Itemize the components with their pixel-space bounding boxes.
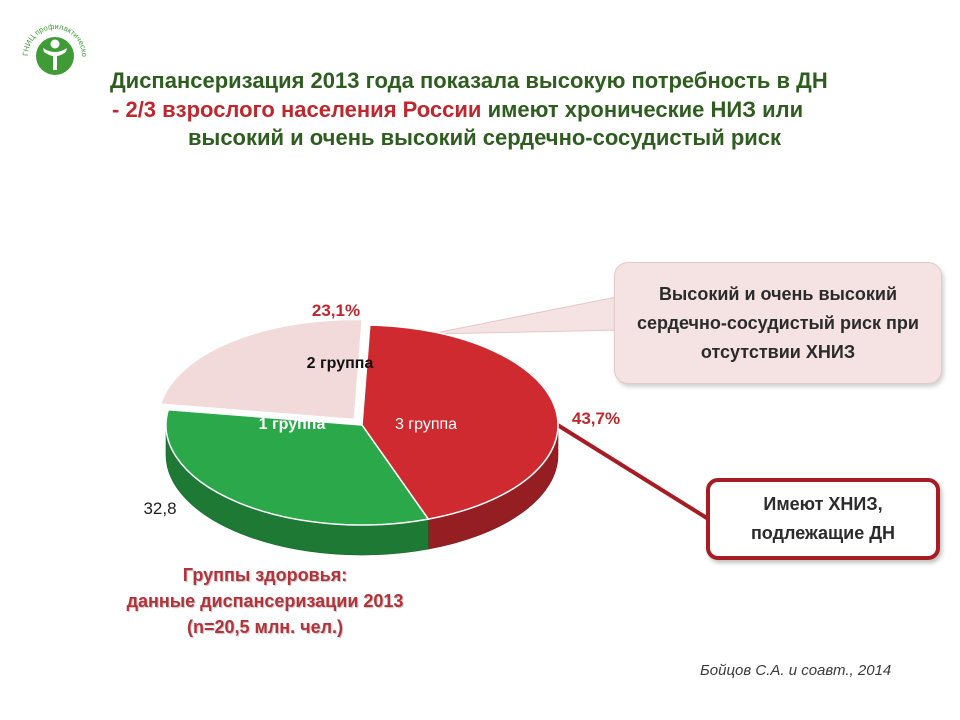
source-citation: Бойцов С.А. и соавт., 2014 xyxy=(700,662,892,679)
pie-slice-3 xyxy=(361,324,559,520)
slide-title: Диспансеризация 2013 года показала высок… xyxy=(110,68,828,93)
slide-subtitle-line2: высокий и очень высокий сердечно-сосудис… xyxy=(188,125,782,150)
logo-person-head-icon xyxy=(50,39,60,49)
chart-caption: Группы здоровья: данные диспансеризации … xyxy=(60,562,470,640)
slice-label-3: 3 группа xyxy=(395,416,457,433)
subtitle-highlight: 2/3 взрослого населения России xyxy=(125,97,482,122)
slice-label-1: 1 группа xyxy=(259,416,326,433)
health-groups-pie-chart: 3 группа 1 группа 2 группа 23,1% 43,7% 32,8 xyxy=(143,301,620,556)
slice-value-label-1: 32,8 xyxy=(143,499,176,518)
caption-line1: Группы здоровья: xyxy=(182,565,348,585)
caption-line2: данные диспансеризации 2013 xyxy=(126,591,404,611)
hniz-callout-line xyxy=(554,422,712,522)
risk-callout-text: Высокий и очень высокий сердечно-сосудис… xyxy=(637,283,919,362)
caption-line3: (n=20,5 млн. чел.) xyxy=(186,617,344,637)
slice-label-2: 2 группа xyxy=(307,355,374,372)
logo-person-body-icon xyxy=(43,48,67,70)
pie-slice-1 xyxy=(165,408,430,526)
institute-logo: ГНИЦ профилактической медицины xyxy=(14,8,89,75)
risk-callout: Высокий и очень высокий сердечно-сосудис… xyxy=(614,262,942,384)
slice-value-label-3: 43,7% xyxy=(572,409,620,428)
slice-value-label-2: 23,1% xyxy=(312,301,360,320)
hniz-callout-text: Имеют ХНИЗ, подлежащие ДН xyxy=(750,494,896,543)
hniz-callout: Имеют ХНИЗ, подлежащие ДН xyxy=(706,478,940,560)
subtitle-dash: - xyxy=(112,97,120,122)
pie-slice-2 xyxy=(159,318,364,421)
slide-subtitle-line1: - 2/3 взрослого населения России имеют х… xyxy=(112,97,957,123)
subtitle-rest: имеют хронические НИЗ или xyxy=(487,97,804,122)
